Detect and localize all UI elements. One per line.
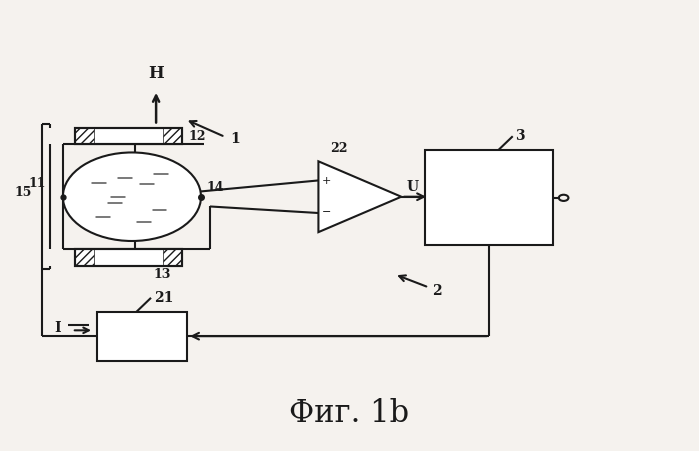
Text: 12: 12 bbox=[189, 129, 206, 143]
Bar bbox=[163, 128, 182, 144]
Circle shape bbox=[63, 152, 201, 241]
Text: Фиг. 1b: Фиг. 1b bbox=[289, 398, 410, 429]
Text: 22: 22 bbox=[331, 142, 348, 155]
Bar bbox=[75, 128, 94, 144]
Text: 2: 2 bbox=[433, 284, 442, 298]
Bar bbox=[75, 128, 182, 144]
Text: −: − bbox=[322, 207, 331, 216]
Text: 14: 14 bbox=[206, 181, 224, 194]
Text: 15: 15 bbox=[15, 186, 31, 199]
Text: H: H bbox=[148, 65, 164, 82]
Text: 13: 13 bbox=[153, 268, 171, 281]
Bar bbox=[163, 249, 182, 266]
Text: 3: 3 bbox=[515, 129, 525, 143]
Text: I: I bbox=[55, 321, 62, 335]
Bar bbox=[426, 150, 553, 245]
Text: 11: 11 bbox=[28, 177, 45, 190]
Text: 21: 21 bbox=[154, 290, 173, 305]
Text: +: + bbox=[322, 176, 331, 186]
Bar bbox=[75, 249, 94, 266]
Bar bbox=[75, 249, 182, 266]
Text: U: U bbox=[407, 180, 419, 194]
Bar bbox=[75, 249, 182, 266]
Bar bbox=[97, 312, 187, 360]
Polygon shape bbox=[319, 161, 401, 232]
Text: 1: 1 bbox=[231, 132, 240, 146]
Bar bbox=[75, 128, 182, 144]
